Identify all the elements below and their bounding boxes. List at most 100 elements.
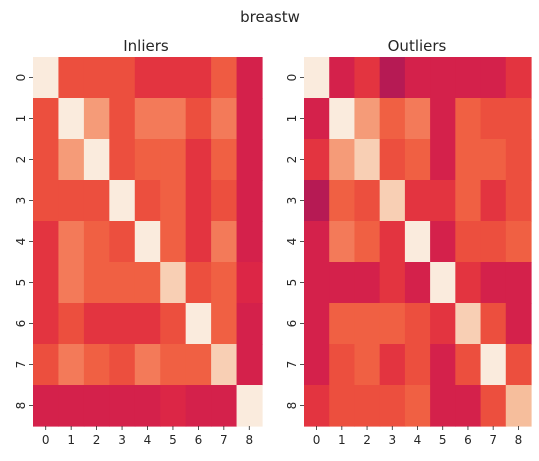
heatmap-outliers-cells xyxy=(304,57,532,427)
heatmap-outliers-cell-4-3 xyxy=(379,221,406,263)
heatmap-inliers-cell-1-8 xyxy=(236,98,263,140)
heatmap-inliers-cell-0-3 xyxy=(109,57,136,99)
heatmap-outliers-cell-2-5 xyxy=(430,139,456,181)
heatmap-inliers-cell-2-7 xyxy=(211,139,238,181)
heatmap-outliers-cell-0-3 xyxy=(379,57,406,99)
heatmap-inliers-cell-1-7 xyxy=(211,98,238,140)
heatmap-inliers-cell-1-5 xyxy=(160,98,187,140)
heatmap-outliers-cell-2-6 xyxy=(455,139,482,181)
heatmap-inliers-cell-6-1 xyxy=(58,303,85,345)
heatmap-inliers-cell-6-2 xyxy=(83,303,110,345)
heatmap-inliers-y-tick-label: 8 xyxy=(14,402,28,410)
heatmap-outliers-cell-1-5 xyxy=(430,98,456,140)
heatmap-outliers-x-tick-label: 3 xyxy=(388,433,396,447)
heatmap-inliers-cell-3-2 xyxy=(83,180,110,222)
heatmap-outliers-cell-7-5 xyxy=(430,344,456,386)
heatmap-inliers-cell-3-4 xyxy=(134,180,161,222)
heatmap-outliers-x-tick-label: 1 xyxy=(338,433,346,447)
heatmap-inliers-x-ticks: 0 1 2 3 4 5 6 7 8 xyxy=(42,426,253,447)
heatmap-inliers-cell-6-4 xyxy=(134,303,161,345)
heatmap-outliers-cell-7-2 xyxy=(354,344,381,386)
heatmap-outliers-y-tick-label: 0 xyxy=(285,74,299,82)
heatmap-inliers-cell-4-6 xyxy=(185,221,212,263)
heatmap-outliers-y-tick-label: 7 xyxy=(285,361,299,369)
heatmap-outliers-cell-4-0 xyxy=(304,221,330,263)
heatmap-outliers-cell-6-7 xyxy=(480,303,507,345)
heatmap-inliers-cell-8-7 xyxy=(211,385,238,427)
heatmap-inliers-cell-8-8 xyxy=(236,385,263,427)
heatmap-outliers-cell-7-3 xyxy=(379,344,406,386)
heatmap-outliers-cell-4-5 xyxy=(430,221,456,263)
heatmap-inliers-cell-2-2 xyxy=(83,139,110,181)
heatmap-inliers-cell-1-2 xyxy=(83,98,110,140)
heatmap-inliers-cell-5-3 xyxy=(109,262,136,304)
heatmap-outliers-cell-0-6 xyxy=(455,57,482,99)
heatmap-outliers-cell-0-7 xyxy=(480,57,507,99)
heatmap-inliers-cell-1-0 xyxy=(33,98,60,140)
heatmap-outliers-cell-1-2 xyxy=(354,98,381,140)
heatmap-outliers-cell-1-4 xyxy=(404,98,431,140)
heatmap-outliers-y-tick-label: 2 xyxy=(285,156,299,164)
heatmap-outliers-cell-8-6 xyxy=(455,385,482,427)
heatmap-outliers-cell-0-1 xyxy=(329,57,356,99)
heatmap-outliers-cell-6-3 xyxy=(379,303,406,345)
heatmap-inliers-cell-6-3 xyxy=(109,303,136,345)
heatmap-inliers-y-tick-label: 6 xyxy=(14,320,28,328)
heatmap-outliers-cell-1-7 xyxy=(480,98,507,140)
heatmap-inliers-x-tick-label: 1 xyxy=(67,433,75,447)
heatmap-inliers-cell-2-3 xyxy=(109,139,136,181)
heatmap-inliers-cell-6-0 xyxy=(33,303,60,345)
heatmap-outliers-cell-3-4 xyxy=(404,180,431,222)
heatmap-outliers-cell-3-8 xyxy=(505,180,532,222)
heatmap-outliers-y-tick-label: 3 xyxy=(285,197,299,205)
heatmap-outliers-cell-5-3 xyxy=(379,262,406,304)
heatmap-outliers-cell-3-2 xyxy=(354,180,381,222)
heatmap-inliers-cell-5-0 xyxy=(33,262,60,304)
heatmap-outliers-cell-4-2 xyxy=(354,221,381,263)
heatmap-inliers-cell-5-4 xyxy=(134,262,161,304)
heatmap-outliers-title: Outliers xyxy=(388,37,447,55)
heatmap-outliers-cell-4-4 xyxy=(404,221,431,263)
heatmap-outliers-cell-0-8 xyxy=(505,57,532,99)
heatmap-outliers-cell-8-0 xyxy=(304,385,330,427)
heatmap-inliers-cell-2-6 xyxy=(185,139,212,181)
heatmap-outliers-cell-3-5 xyxy=(430,180,456,222)
heatmap-inliers-y-tick-label: 1 xyxy=(14,115,28,123)
heatmap-outliers-cell-6-8 xyxy=(505,303,532,345)
heatmap-outliers-cell-0-4 xyxy=(404,57,431,99)
heatmap-inliers-y-tick-label: 2 xyxy=(14,156,28,164)
heatmap-outliers-cell-8-3 xyxy=(379,385,406,427)
heatmap-outliers-cell-8-8 xyxy=(505,385,532,427)
heatmap-outliers-cell-5-8 xyxy=(505,262,532,304)
heatmap-outliers-cell-4-6 xyxy=(455,221,482,263)
heatmap-outliers-cell-4-1 xyxy=(329,221,356,263)
heatmap-inliers-cell-7-6 xyxy=(185,344,212,386)
heatmap-inliers-cell-0-6 xyxy=(185,57,212,99)
heatmap-inliers-cell-6-8 xyxy=(236,303,263,345)
heatmap-inliers-x-tick-label: 6 xyxy=(195,433,203,447)
heatmap-inliers-cell-2-5 xyxy=(160,139,187,181)
heatmap-outliers-x-tick-label: 5 xyxy=(439,433,447,447)
heatmap-inliers-cell-8-3 xyxy=(109,385,136,427)
heatmap-inliers-cell-7-3 xyxy=(109,344,136,386)
heatmap-inliers-cell-8-2 xyxy=(83,385,110,427)
heatmap-inliers-x-tick-label: 8 xyxy=(245,433,253,447)
heatmap-inliers-x-tick-label: 2 xyxy=(93,433,101,447)
heatmap-outliers-cell-2-2 xyxy=(354,139,381,181)
heatmap-outliers-cell-5-2 xyxy=(354,262,381,304)
heatmap-inliers: Inliers 0 1 2 3 4 5 6 7 8 0 1 2 3 4 5 6 7 8 xyxy=(14,37,263,447)
heatmap-inliers-cell-7-7 xyxy=(211,344,238,386)
heatmap-outliers-cell-5-0 xyxy=(304,262,330,304)
heatmap-inliers-cell-4-3 xyxy=(109,221,136,263)
heatmap-inliers-y-ticks: 0 1 2 3 4 5 6 7 8 xyxy=(14,74,33,410)
heatmap-outliers-cell-6-2 xyxy=(354,303,381,345)
heatmap-inliers-cell-3-0 xyxy=(33,180,60,222)
heatmap-inliers-cell-8-5 xyxy=(160,385,187,427)
heatmap-outliers-cell-2-8 xyxy=(505,139,532,181)
heatmap-inliers-cell-8-6 xyxy=(185,385,212,427)
heatmap-inliers-cell-5-8 xyxy=(236,262,263,304)
heatmap-outliers-cell-3-0 xyxy=(304,180,330,222)
heatmap-outliers-y-tick-label: 8 xyxy=(285,402,299,410)
heatmap-outliers-cell-8-5 xyxy=(430,385,456,427)
heatmap-outliers-cell-7-6 xyxy=(455,344,482,386)
